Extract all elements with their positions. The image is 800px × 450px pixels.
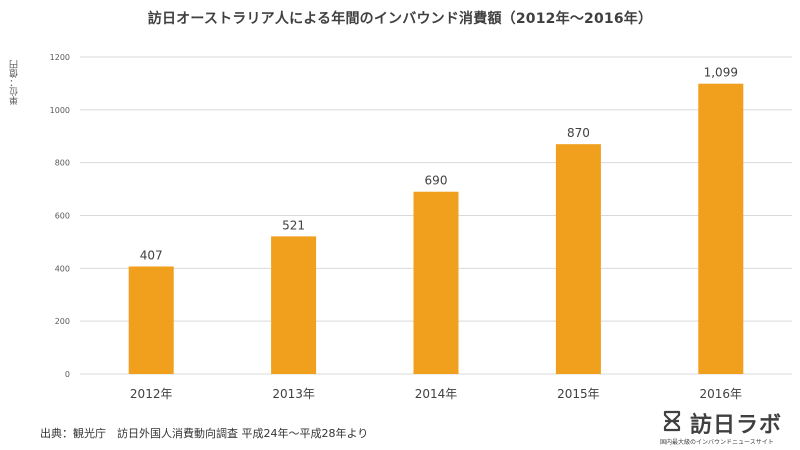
brand-logo: 訪日ラボ 国内最大級のインバウンドニュースサイト [660,407,790,447]
bar-value-label: 1,099 [704,66,738,80]
x-axis-ticks: 2012年 2013年 2014年 2015年 2016年 [130,387,742,401]
brand-tagline: 国内最大級のインバウンドニュースサイト [660,439,774,446]
x-tick-label: 2014年 [415,387,458,401]
bar [555,144,601,374]
bar-value-label: 407 [140,248,163,262]
chart-title: 訪日オーストラリア人による年間のインバウンド消費額（2012年～2016年） [147,11,653,27]
source-note: 出典：観光庁 訪日外国人消費動向調査 平成24年～平成28年より [40,427,369,440]
y-tick-label: 1000 [50,106,70,115]
x-tick-label: 2012年 [130,387,173,401]
y-tick-label: 600 [55,212,70,221]
bars: 407 521 690 870 1,099 [128,66,744,374]
y-tick-label: 1200 [50,53,70,62]
y-tick-label: 0 [65,370,70,379]
y-axis-ticks: 0 200 400 600 800 1000 1200 [50,53,70,379]
y-tick-label: 200 [55,317,70,326]
x-tick-label: 2016年 [700,387,743,401]
y-tick-label: 800 [55,159,70,168]
bar-value-label: 870 [567,126,590,140]
bar-value-label: 521 [282,218,305,232]
brand-name: 訪日ラボ [690,413,783,438]
bar [271,236,317,374]
x-tick-label: 2013年 [272,387,315,401]
bar [128,266,174,374]
bar [413,191,459,374]
hourglass-logo-icon [663,410,681,432]
bar-value-label: 690 [425,174,448,188]
x-tick-label: 2015年 [557,387,600,401]
y-tick-label: 400 [55,264,70,273]
bar [698,83,744,374]
